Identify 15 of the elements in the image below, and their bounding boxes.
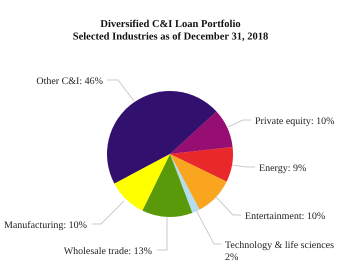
slice-label: Wholesale trade: 13%	[64, 246, 152, 257]
pie-slice	[114, 154, 170, 211]
pie-slice	[170, 154, 227, 210]
pie-slice	[142, 154, 192, 217]
pie-slice	[170, 154, 200, 213]
slice-label: Private equity: 10%	[255, 116, 334, 127]
slice-label: Energy: 9%	[259, 163, 306, 174]
pie-slice	[170, 146, 233, 182]
slice-label: Other C&I: 46%	[36, 76, 103, 87]
slice-label: Manufacturing: 10%	[4, 220, 87, 231]
chart-title: Diversified C&I Loan Portfolio Selected Industries as of December 31, 2018	[72, 19, 268, 42]
slice-label: Technology & life sciences 2%	[225, 240, 334, 263]
pie-slice	[107, 91, 217, 184]
slice-label: Entertainment: 10%	[245, 211, 326, 222]
pie-slice	[170, 112, 233, 154]
